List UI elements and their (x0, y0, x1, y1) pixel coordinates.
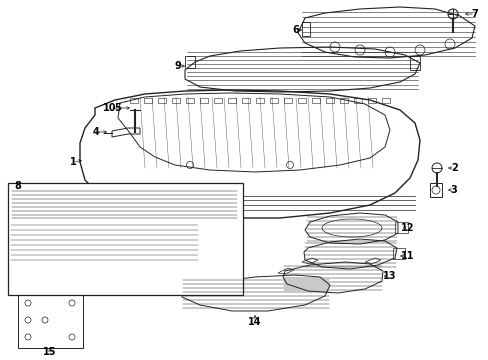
Text: 12: 12 (401, 223, 414, 233)
Bar (297, 98, 305, 103)
Bar (256, 98, 264, 103)
Bar (158, 98, 165, 103)
Text: 5: 5 (114, 103, 121, 113)
Bar (367, 98, 375, 103)
Bar (18, 293, 83, 348)
Text: 11: 11 (401, 251, 414, 261)
Bar (269, 98, 278, 103)
Bar (143, 98, 152, 103)
Bar (339, 98, 347, 103)
Bar (353, 98, 361, 103)
Bar (284, 98, 291, 103)
Bar (8, 183, 243, 295)
Text: 15: 15 (43, 347, 57, 357)
Text: 8: 8 (15, 181, 21, 191)
Text: 6: 6 (292, 25, 299, 35)
Bar (214, 98, 222, 103)
Bar (311, 98, 319, 103)
Text: 1: 1 (69, 157, 76, 167)
Bar (130, 98, 138, 103)
Bar (227, 98, 236, 103)
Bar (242, 98, 249, 103)
Bar (325, 98, 333, 103)
Text: 2: 2 (451, 163, 457, 173)
Text: 10: 10 (103, 103, 117, 113)
Bar (381, 98, 389, 103)
Text: 3: 3 (450, 185, 456, 195)
Text: 14: 14 (248, 317, 261, 327)
Bar (172, 98, 180, 103)
Text: 7: 7 (470, 9, 477, 19)
Text: 9: 9 (174, 61, 181, 71)
Bar (200, 98, 207, 103)
Bar (185, 98, 194, 103)
Text: 13: 13 (383, 271, 396, 281)
Text: 4: 4 (92, 127, 99, 137)
